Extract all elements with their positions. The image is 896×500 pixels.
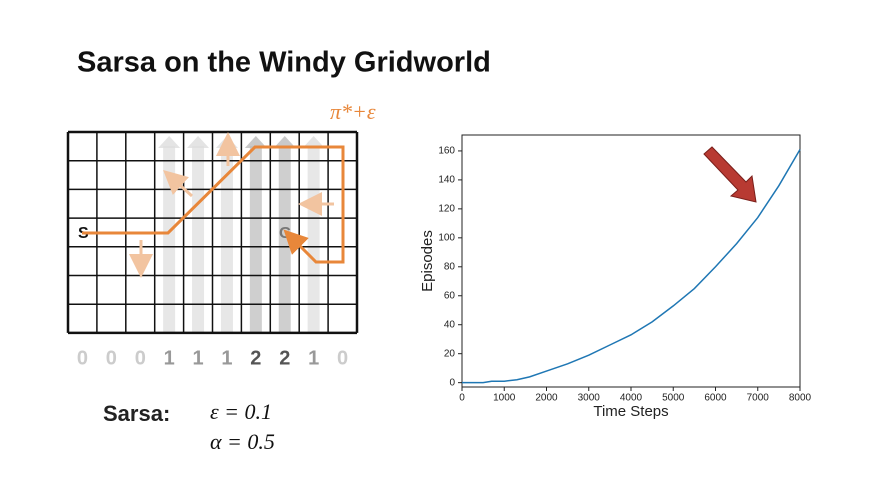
slide-title: Sarsa on the Windy Gridworld bbox=[77, 47, 491, 79]
algo-label: Sarsa: bbox=[103, 401, 170, 426]
wind-arrowhead bbox=[158, 136, 181, 148]
wind-strength: 0 bbox=[135, 347, 146, 369]
y-tick-label: 60 bbox=[444, 290, 456, 301]
x-tick-label: 7000 bbox=[747, 393, 770, 404]
x-tick-label: 0 bbox=[459, 393, 465, 404]
wind-band bbox=[220, 146, 233, 333]
x-tick-label: 3000 bbox=[578, 393, 601, 404]
wind-strength: 0 bbox=[337, 347, 348, 369]
y-tick-label: 40 bbox=[444, 319, 456, 330]
wind-arrowhead bbox=[273, 136, 296, 148]
y-axis-label: Episodes bbox=[419, 230, 436, 292]
gridworld: S G0 0 0 1 1 1 2 2 1 0 bbox=[66, 130, 359, 369]
highlight-arrow bbox=[703, 146, 757, 203]
explore-arrow bbox=[163, 169, 194, 198]
x-tick-label: 2000 bbox=[535, 393, 558, 404]
y-tick-label: 20 bbox=[444, 348, 456, 359]
x-tick-label: 8000 bbox=[789, 393, 812, 404]
wind-band bbox=[249, 146, 262, 333]
y-tick-label: 100 bbox=[438, 232, 455, 243]
y-tick-label: 140 bbox=[438, 175, 455, 186]
wind-strength: 1 bbox=[164, 347, 175, 369]
wind-arrowhead bbox=[302, 136, 325, 148]
alpha-param: α = 0.5 bbox=[210, 429, 275, 454]
x-tick-label: 5000 bbox=[662, 393, 685, 404]
wind-band bbox=[192, 146, 205, 333]
wind-strength: 2 bbox=[279, 347, 290, 369]
wind-strength: 0 bbox=[77, 347, 88, 369]
y-tick-label: 160 bbox=[438, 146, 455, 157]
y-tick-label: 80 bbox=[444, 261, 456, 272]
wind-strength: 1 bbox=[308, 347, 319, 369]
goal-label: G bbox=[279, 225, 291, 242]
plot-frame bbox=[461, 134, 801, 388]
x-axis-label: Time Steps bbox=[593, 403, 668, 420]
wind-strength: 0 bbox=[106, 347, 117, 369]
data-line bbox=[462, 149, 801, 384]
y-tick-label: 0 bbox=[449, 377, 455, 388]
wind-strength: 1 bbox=[192, 347, 203, 369]
x-tick-label: 1000 bbox=[493, 393, 516, 404]
optimal-path bbox=[82, 145, 345, 264]
policy-annotation: π*+ε bbox=[330, 99, 376, 124]
chart: 0 1000 2000 3000 4000 5000 6000 7000 8000 0 20 40 60… bbox=[419, 134, 812, 420]
x-tick-label: 6000 bbox=[704, 393, 727, 404]
wind-strength: 1 bbox=[221, 347, 232, 369]
wind-arrowhead bbox=[187, 136, 210, 148]
y-tick-label: 120 bbox=[438, 204, 455, 215]
epsilon-param: ε = 0.1 bbox=[210, 399, 272, 424]
x-tick-label: 4000 bbox=[620, 393, 643, 404]
wind-strength: 2 bbox=[250, 347, 261, 369]
wind-arrowhead bbox=[244, 136, 267, 148]
